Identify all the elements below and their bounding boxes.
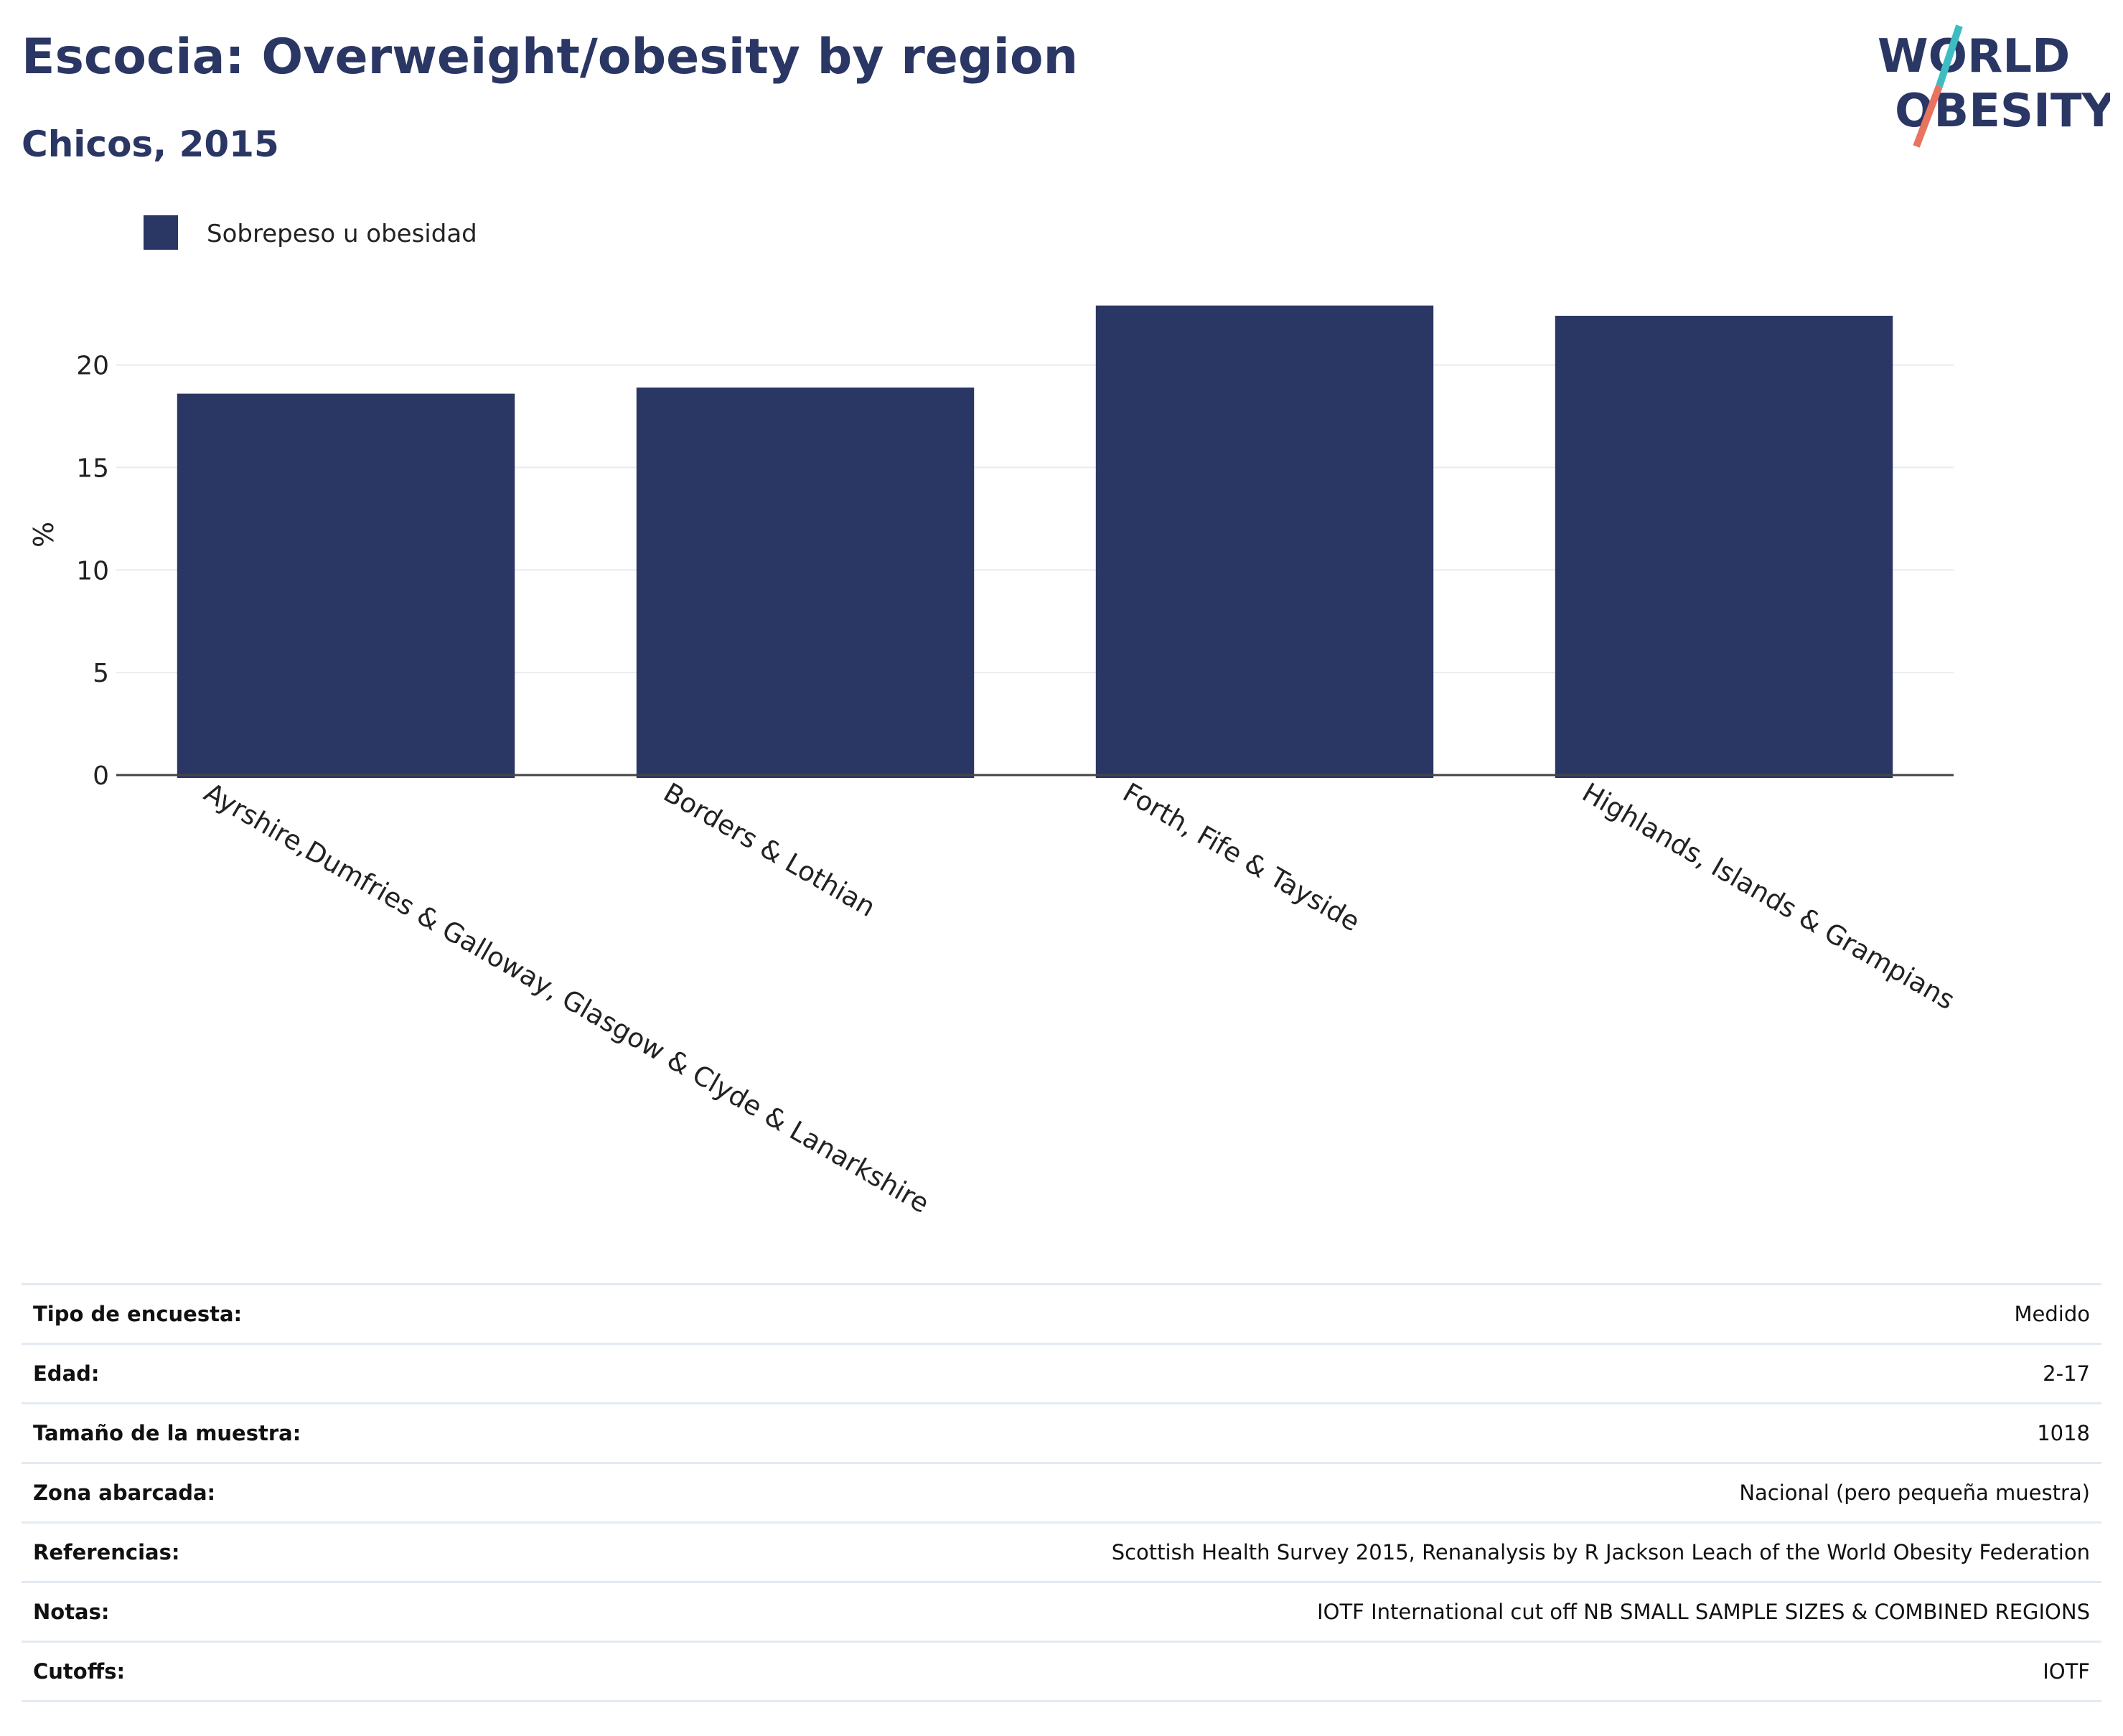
chart-subtitle: Chicos, 2015 bbox=[22, 123, 279, 165]
y-tick-label: 20 bbox=[76, 352, 109, 381]
info-row: Tipo de encuesta: Medido bbox=[22, 1283, 2101, 1344]
x-tick-label: Borders & Lothian bbox=[658, 777, 881, 924]
info-label: Notas: bbox=[22, 1581, 490, 1642]
info-label: Zona abarcada: bbox=[22, 1462, 490, 1523]
chart-title: Escocia: Overweight/obesity by region bbox=[22, 29, 1079, 85]
info-label: Cutoffs: bbox=[22, 1641, 490, 1702]
info-row: Referencias: Scottish Health Survey 2015,… bbox=[22, 1521, 2101, 1582]
bar bbox=[1555, 316, 1893, 778]
info-label: Referencias: bbox=[22, 1521, 490, 1582]
info-row: Edad: 2-17 bbox=[22, 1343, 2101, 1404]
info-row: Notas: IOTF International cut off NB SMAL… bbox=[22, 1581, 2101, 1642]
y-tick-label: 0 bbox=[93, 761, 109, 791]
info-row: Cutoffs: IOTF bbox=[22, 1641, 2101, 1702]
logo-word-world: WORLD bbox=[1878, 30, 2070, 83]
info-label: Tamaño de la muestra: bbox=[22, 1402, 490, 1463]
bar bbox=[1095, 305, 1434, 778]
world-obesity-logo: WORLD OBESITY bbox=[1878, 24, 2110, 148]
x-axis-ticks: Ayrshire,Dumfries & Galloway, Glasgow & … bbox=[199, 777, 1960, 1219]
y-tick-label: 5 bbox=[93, 659, 109, 688]
y-axis-ticks: 0 5 10 15 20 bbox=[76, 352, 109, 791]
bars bbox=[177, 305, 1893, 778]
logo-slash-coral bbox=[1913, 85, 1943, 148]
info-label: Edad: bbox=[22, 1343, 490, 1404]
y-tick-label: 15 bbox=[76, 454, 109, 483]
info-label: Tipo de encuesta: bbox=[22, 1283, 490, 1344]
info-value: 1018 bbox=[489, 1402, 2101, 1463]
info-value: 2-17 bbox=[489, 1343, 2101, 1404]
info-value: Scottish Health Survey 2015, Renanalysis… bbox=[489, 1521, 2101, 1582]
info-value: IOTF bbox=[489, 1641, 2101, 1702]
legend: Sobrepeso u obesidad bbox=[144, 215, 477, 250]
bar bbox=[177, 393, 515, 778]
info-value: Medido bbox=[489, 1283, 2101, 1344]
info-row: Tamaño de la muestra: 1018 bbox=[22, 1402, 2101, 1463]
x-tick-label: Forth, Fife & Tayside bbox=[1117, 777, 1365, 938]
bar bbox=[636, 388, 975, 778]
info-row: Zona abarcada: Nacional (pero pequeña mue… bbox=[22, 1462, 2101, 1523]
x-tick-label: Highlands, Islands & Grampians bbox=[1577, 777, 1960, 1016]
info-value: IOTF International cut off NB SMALL SAMP… bbox=[489, 1581, 2101, 1642]
survey-info-table: Tipo de encuesta: Medido Edad: 2-17 Tamaño d… bbox=[22, 1283, 2101, 1702]
y-tick-label: 10 bbox=[76, 556, 109, 586]
x-tick-label: Ayrshire,Dumfries & Galloway, Glasgow & … bbox=[199, 777, 934, 1219]
logo-slash-teal bbox=[1936, 24, 1963, 88]
y-axis-label: % bbox=[28, 522, 60, 548]
bar-chart: Sobrepeso u obesidad 0 5 10 15 20 % Ayrshire… bbox=[28, 215, 1960, 1219]
legend-swatch bbox=[144, 215, 178, 250]
legend-label: Sobrepeso u obesidad bbox=[207, 220, 477, 248]
info-value: Nacional (pero pequeña muestra) bbox=[489, 1462, 2101, 1523]
